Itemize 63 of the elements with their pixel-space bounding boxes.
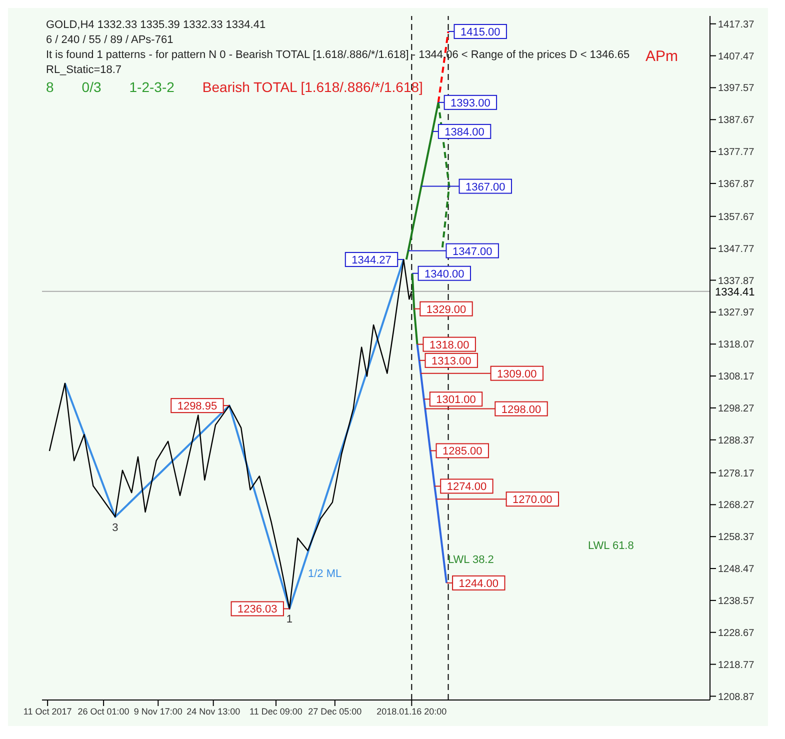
- y-tick-label: 1248.47: [718, 564, 755, 576]
- y-tick-label: 1228.67: [718, 628, 755, 639]
- annotation: 1318.00: [429, 339, 470, 352]
- x-tick-label: 27 Dec 05:00: [308, 706, 362, 716]
- annotation: 1384.00: [444, 126, 484, 138]
- annotation: 1367.00: [465, 181, 506, 194]
- y-tick-label: 1308.17: [718, 372, 755, 383]
- annotation: 1: [286, 614, 293, 626]
- annotation: 1347.00: [452, 246, 492, 258]
- annotation: 1415.00: [460, 26, 500, 38]
- annotation: LWL 61.8: [588, 540, 634, 552]
- annotation: 1-2-3-2: [129, 79, 174, 95]
- annotation: LWL 38.2: [448, 554, 494, 566]
- y-tick-label: 1407.47: [718, 51, 755, 62]
- annotation: 1274.00: [446, 481, 487, 494]
- annotation: 1236.03: [237, 604, 278, 616]
- annotation: 1393.00: [450, 97, 490, 110]
- annotation: 1329.00: [426, 304, 466, 316]
- text: 6 / 240 / 55 / 89 / APs-761: [46, 34, 174, 46]
- annotation: 1344.27: [352, 254, 392, 266]
- ref-line-label: 1334.41: [715, 286, 755, 298]
- annotation: 8: [46, 79, 54, 95]
- annotation: 1285.00: [442, 446, 482, 458]
- annotation: 1313.00: [431, 355, 472, 368]
- annotation: APm: [645, 48, 678, 65]
- y-tick-label: 1288.37: [718, 435, 755, 446]
- annotation: Bearish TOTAL [1.618/.886/*/1.618]: [202, 79, 423, 95]
- x-tick-label: 2018.01.16 20:00: [376, 706, 447, 716]
- y-tick-label: 1327.97: [718, 308, 755, 319]
- x-tick-label: 11 Dec 09:00: [250, 706, 302, 716]
- annotation: 1/2 ML: [308, 568, 342, 580]
- y-tick-label: 1218.77: [718, 660, 755, 671]
- x-tick-label: 26 Oct 01:00: [78, 706, 130, 716]
- chart-title: GOLD,H4 1332.33 1335.39 1332.33 1334.41: [46, 19, 266, 31]
- y-tick-label: 1387.67: [718, 115, 755, 126]
- annotation: 3: [112, 522, 118, 534]
- annotation: 1270.00: [512, 494, 552, 506]
- y-tick-label: 1238.57: [718, 596, 755, 607]
- annotation: It is found 1 patterns - for pattern N 0 - Bearish TOTAL [1.618/.886/*/1.618] - 1344.06 < Range of the prices D < 1346.65: [46, 48, 630, 63]
- y-tick-label: 1318.07: [718, 340, 755, 351]
- annotation: 1298.95: [177, 400, 218, 413]
- x-tick-label: 24 Nov 13:00: [186, 706, 240, 716]
- annotation: 1301.00: [436, 394, 476, 406]
- y-tick-label: 1278.17: [718, 468, 755, 480]
- y-tick-label: 1367.87: [718, 179, 755, 190]
- y-tick-label: 1347.77: [718, 244, 755, 255]
- annotation: 1244.00: [458, 578, 499, 590]
- y-tick-label: 1337.87: [718, 276, 755, 287]
- annotation: 0/3: [82, 79, 102, 95]
- y-tick-label: 1417.37: [718, 19, 755, 30]
- annotation: 1340.00: [424, 268, 464, 280]
- annotation: 1298.00: [501, 404, 542, 416]
- x-tick-label: 11 Oct 2017: [23, 706, 72, 716]
- y-tick-label: 1208.87: [718, 692, 755, 703]
- y-tick-label: 1397.57: [718, 83, 755, 94]
- y-tick-label: 1298.27: [718, 403, 755, 414]
- x-tick-label: 9 Nov 17:00: [134, 706, 182, 716]
- annotation: 1309.00: [497, 368, 537, 380]
- y-tick-label: 1357.67: [718, 212, 755, 223]
- y-tick-label: 1268.27: [718, 500, 755, 512]
- annotation: RL_Static=18.7: [46, 63, 123, 78]
- y-tick-label: 1258.37: [718, 532, 755, 544]
- y-tick-label: 1377.77: [718, 147, 755, 158]
